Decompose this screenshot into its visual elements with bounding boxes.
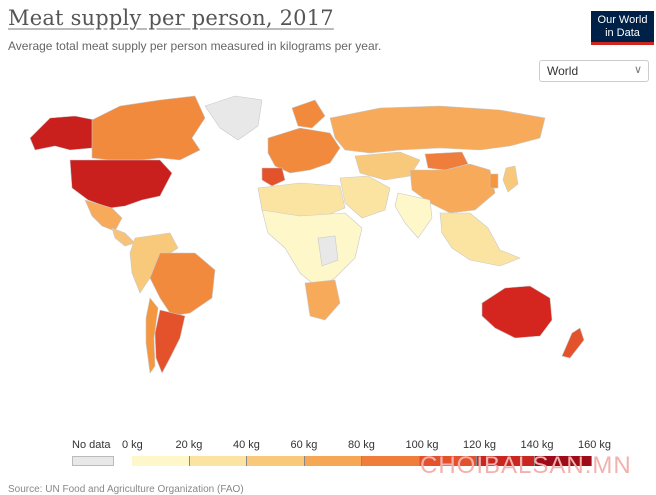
country-africa-south	[304, 279, 341, 321]
world-map[interactable]	[0, 88, 656, 388]
country-europe-west	[267, 127, 341, 174]
country-central-america	[111, 227, 136, 247]
country-alaska	[29, 115, 96, 151]
country-brazil	[149, 252, 216, 317]
legend-tick-label: 40 kg	[233, 439, 260, 451]
legend-bin-swatch[interactable]	[189, 456, 247, 466]
color-legend: No data 0 kg 20 kg 40 kg 60 kg 80 kg 100 kg 12…	[0, 435, 656, 475]
legend-bin-swatch[interactable]	[534, 456, 592, 466]
country-usa	[69, 159, 173, 209]
owid-logo[interactable]: Our World in Data	[591, 11, 654, 45]
country-greenland	[204, 95, 263, 141]
legend-tick-label: 100 kg	[405, 439, 439, 451]
country-china	[409, 163, 496, 214]
country-australia	[481, 285, 553, 339]
legend-tick-label: 0 kg	[122, 439, 143, 451]
country-chile	[145, 297, 159, 374]
country-central-asia	[354, 151, 421, 181]
chart-subtitle: Average total meat supply per person mea…	[8, 39, 382, 53]
country-russia	[329, 105, 546, 154]
region-select[interactable]: World ∨	[539, 60, 649, 82]
legend-tick-label: 140 kg	[520, 439, 554, 451]
logo-line-1: Our World	[597, 14, 648, 26]
legend-no-data-swatch[interactable]	[72, 456, 114, 466]
legend-bin-swatch[interactable]	[362, 456, 420, 466]
country-africa-central	[261, 209, 363, 289]
country-india	[394, 192, 433, 239]
legend-bin-swatch[interactable]	[419, 456, 477, 466]
country-no-data-africa	[317, 235, 339, 267]
legend-no-data-label: No data	[72, 439, 111, 451]
chevron-down-icon: ∨	[633, 64, 642, 76]
legend-tick-label: 60 kg	[290, 439, 318, 451]
country-argentina	[154, 309, 186, 374]
legend-tick-label: 120 kg	[463, 439, 497, 451]
legend-bin-swatch[interactable]	[477, 456, 535, 466]
country-new-zealand	[561, 327, 585, 359]
legend-bin-swatch[interactable]	[247, 456, 305, 466]
country-africa-north	[257, 182, 346, 217]
country-canada	[91, 95, 206, 161]
legend-bin-swatch[interactable]	[304, 456, 362, 466]
legend-bin-swatch[interactable]	[132, 456, 190, 466]
legend-tick-label: 160 kg	[578, 439, 612, 451]
country-southeast-asia	[439, 212, 521, 267]
country-middle-east	[339, 175, 391, 219]
watermark-text: CHOIBALSAN.MN	[420, 452, 632, 479]
country-spain	[261, 167, 286, 187]
logo-line-2: in Data	[605, 27, 640, 39]
country-scandinavia	[291, 99, 326, 129]
country-japan	[502, 165, 519, 193]
country-korea	[489, 173, 499, 189]
legend-tick-label: 20 kg	[175, 439, 203, 451]
chart-title: Meat supply per person, 2017	[8, 6, 334, 30]
legend-tick-label: 80 kg	[348, 439, 375, 451]
region-select-value: World	[547, 64, 579, 78]
